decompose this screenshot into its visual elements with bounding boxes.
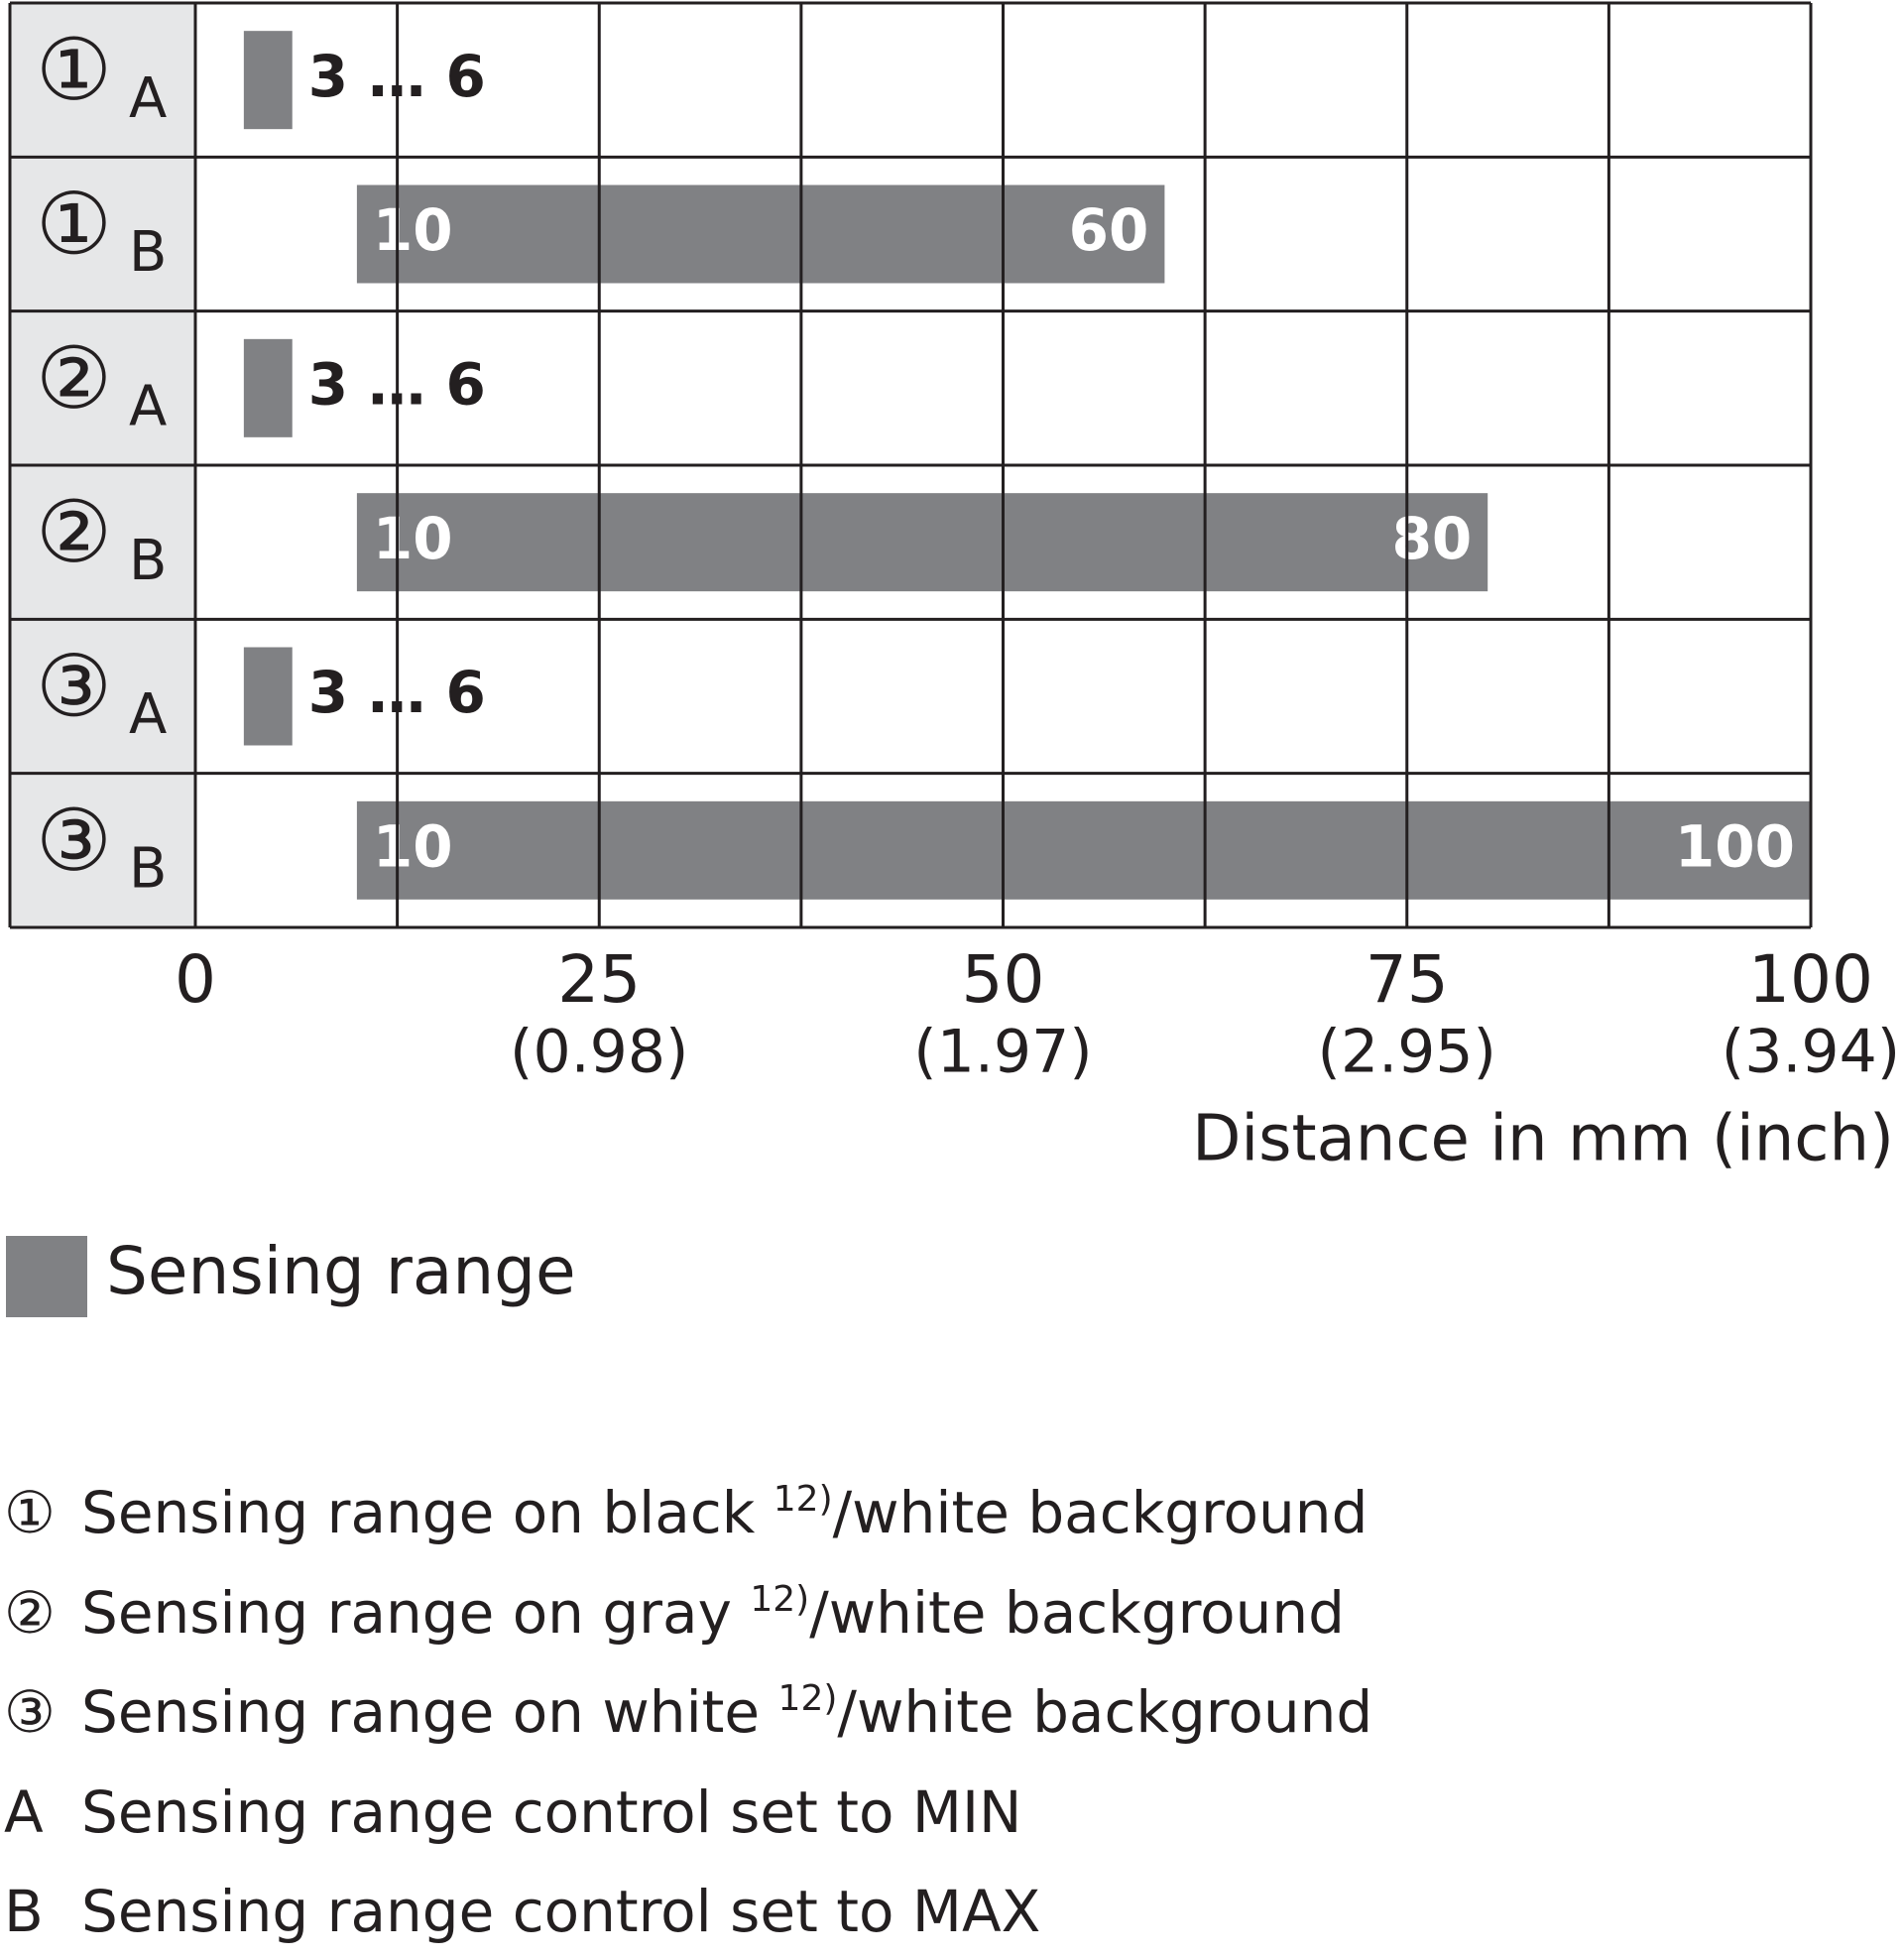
row-group: ② [36, 483, 112, 582]
x-axis-title: Distance in mm (inch) [1192, 1103, 1894, 1176]
note-key: A [4, 1777, 44, 1846]
note-text-wrap: Sensing range control set to MAX [81, 1877, 1040, 1946]
x-tick-label: 0 [175, 941, 216, 1018]
note-footnote: 12) [750, 1578, 810, 1620]
note-footnote: 12) [773, 1479, 833, 1520]
range-bar [243, 647, 293, 746]
note-text-wrap: Sensing range on black 12)/white backgro… [81, 1478, 1368, 1547]
range-start-label: 10 [373, 196, 453, 264]
x-tick-label: 75 [1366, 941, 1449, 1018]
row-setting: A [129, 374, 167, 438]
row-group: ① [36, 175, 112, 274]
row-setting: B [129, 220, 167, 285]
x-tick-inch: (1.97) [913, 1018, 1092, 1087]
note-text-wrap: Sensing range on white 12)/white backgro… [81, 1677, 1372, 1747]
range-bar [243, 338, 293, 437]
note-text: Sensing range control set to MIN [81, 1777, 1022, 1846]
row-setting: B [129, 836, 167, 901]
note-text-rest: /white background [809, 1578, 1345, 1647]
note-text-wrap: Sensing range control set to MIN [81, 1777, 1021, 1847]
range-start-label: 10 [373, 812, 453, 880]
x-tick-inch: (2.95) [1318, 1018, 1496, 1087]
range-start-label: 10 [373, 505, 453, 572]
row-group: ② [36, 329, 112, 429]
x-tick-inch: (0.98) [510, 1018, 688, 1087]
note-text: Sensing range on white [81, 1678, 778, 1746]
note-text: Sensing range on black [81, 1479, 774, 1546]
legend-label: Sensing range [106, 1233, 576, 1309]
range-end-label: 100 [1675, 812, 1795, 880]
row-setting: B [129, 529, 167, 593]
note-text-rest: /white background [832, 1479, 1368, 1546]
range-end-label: 60 [1069, 196, 1149, 264]
note-key: ② [4, 1578, 56, 1647]
range-bar [243, 31, 293, 130]
range-bar [356, 184, 1165, 284]
note-text-wrap: Sensing range on gray 12)/white backgrou… [81, 1578, 1345, 1648]
row-group: ③ [36, 792, 112, 891]
note-text: Sensing range on gray [81, 1578, 751, 1647]
range-bar [356, 800, 1811, 900]
range-end-label: 80 [1391, 505, 1472, 572]
note-text-rest: /white background [837, 1678, 1373, 1746]
row-group: ① [36, 21, 112, 120]
x-tick-label: 100 [1748, 941, 1873, 1018]
note-text: Sensing range control set to MAX [81, 1878, 1041, 1945]
x-tick-inch: (3.94) [1722, 1018, 1900, 1087]
note-key: ① [4, 1479, 56, 1546]
x-tick-label: 25 [557, 941, 641, 1018]
note-footnote: 12) [777, 1678, 838, 1719]
row-setting: A [129, 682, 167, 747]
row-group: ③ [36, 637, 112, 736]
legend-swatch [6, 1236, 87, 1317]
note-key: B [4, 1878, 44, 1945]
row-setting: A [129, 66, 167, 131]
x-tick-label: 50 [962, 941, 1045, 1018]
note-key: ③ [4, 1678, 56, 1746]
range-bar [356, 493, 1488, 592]
